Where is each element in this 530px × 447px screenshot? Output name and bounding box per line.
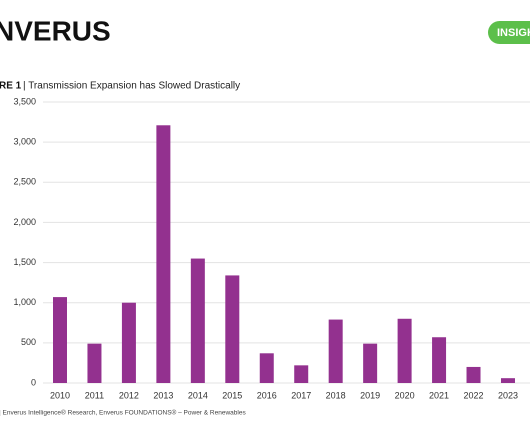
- x-tick-label: 2010: [50, 390, 70, 400]
- y-tick-label: 2,000: [13, 217, 36, 227]
- figure-label: RE 1: [0, 81, 22, 92]
- y-tick-label: 1,500: [13, 257, 36, 267]
- bar: [363, 343, 378, 383]
- x-tick-label: 2022: [464, 390, 484, 400]
- y-tick-label: 1,000: [13, 297, 36, 307]
- bar: [259, 353, 274, 383]
- x-tick-label: 2012: [119, 390, 139, 400]
- x-tick-label: 2018: [326, 390, 346, 400]
- y-tick-label: 3,500: [13, 96, 36, 106]
- source: | Enverus Intelligence® Research, Enveru…: [0, 409, 246, 417]
- y-tick-label: 500: [21, 337, 36, 347]
- x-tick-label: 2013: [153, 390, 173, 400]
- x-tick-label: 2011: [85, 390, 104, 400]
- bar: [500, 378, 515, 383]
- y-tick-label: 0: [31, 377, 36, 387]
- x-tick-label: 2023: [498, 390, 518, 400]
- y-tick-label: 3,000: [13, 137, 36, 147]
- bar: [87, 343, 102, 383]
- bar: [156, 125, 171, 383]
- chart-title: | Transmission Expansion has Slowed Dras…: [23, 81, 240, 92]
- bar: [121, 302, 136, 383]
- badge-bg: [488, 21, 530, 44]
- x-tick-label: 2016: [257, 390, 277, 400]
- bar: [432, 337, 447, 383]
- bar: [294, 365, 309, 383]
- badge: INSIGH: [497, 27, 530, 39]
- x-tick-label: 2017: [291, 390, 311, 400]
- x-tick-label: 2015: [222, 390, 242, 400]
- x-tick-label: 2014: [188, 390, 208, 400]
- bar: [397, 318, 412, 383]
- bar: [53, 297, 67, 383]
- x-tick-label: 2019: [360, 390, 380, 400]
- logo: NVERUS: [0, 15, 111, 46]
- bar: [328, 319, 343, 383]
- bar: [466, 366, 481, 383]
- bar: [190, 258, 205, 383]
- bar: [225, 275, 240, 383]
- x-tick-label: 2020: [395, 390, 415, 400]
- y-tick-label: 2,500: [13, 177, 36, 187]
- x-tick-label: 2021: [429, 390, 449, 400]
